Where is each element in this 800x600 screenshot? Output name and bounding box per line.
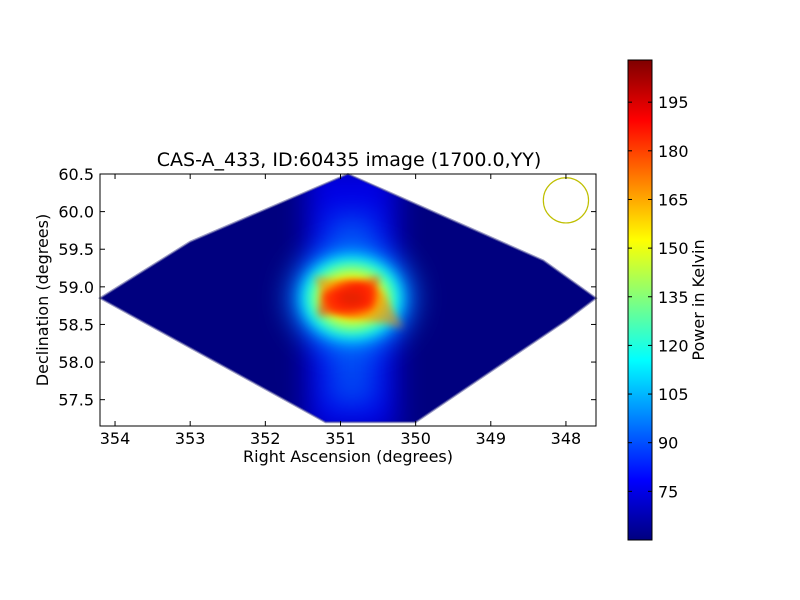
beam-marker: [542, 177, 590, 224]
colorbar-tick-label: 75: [658, 482, 678, 501]
y-axis-label: Declination (degrees): [33, 214, 52, 386]
x-tick-label: 353: [175, 429, 206, 448]
x-tick-label: 350: [400, 429, 431, 448]
colorbar-tick-label: 105: [658, 385, 689, 404]
x-tick-label: 354: [100, 429, 131, 448]
colorbar-tick-label: 135: [658, 288, 689, 307]
y-tick-label: 57.5: [58, 391, 94, 410]
x-axis-ticks: 354 353 352 351 350 349 348: [100, 174, 581, 448]
y-tick-label: 58.0: [58, 353, 94, 372]
y-tick-label: 59.0: [58, 278, 94, 297]
colorbar-ticks: 75 90 105 120 135 150 165 180 195: [628, 93, 689, 501]
y-axis-ticks: 57.5 58.0 58.5 59.0 59.5 60.0 60.5: [58, 165, 596, 410]
x-axis-label: Right Ascension (degrees): [243, 447, 453, 466]
x-tick-label: 348: [551, 429, 582, 448]
colorbar: [627, 59, 653, 541]
colorbar-tick-label: 90: [658, 434, 678, 453]
colorbar-tick-label: 150: [658, 239, 689, 258]
colorbar-tick-label: 180: [658, 142, 689, 161]
y-tick-label: 60.0: [58, 203, 94, 222]
colorbar-tick-label: 195: [658, 93, 689, 112]
colorbar-tick-label: 165: [658, 190, 689, 209]
y-tick-label: 58.5: [58, 315, 94, 334]
x-tick-label: 352: [250, 429, 281, 448]
y-tick-label: 59.5: [58, 240, 94, 259]
y-tick-label: 60.5: [58, 165, 94, 184]
chart-title: CAS-A_433, ID:60435 image (1700.0,YY): [157, 149, 542, 171]
x-tick-label: 351: [325, 429, 356, 448]
plot-frame: [99, 173, 597, 427]
colorbar-label: Power in Kelvin: [689, 239, 708, 360]
heatmap-image: [100, 174, 596, 423]
x-tick-label: 349: [476, 429, 507, 448]
colorbar-tick-label: 120: [658, 336, 689, 355]
